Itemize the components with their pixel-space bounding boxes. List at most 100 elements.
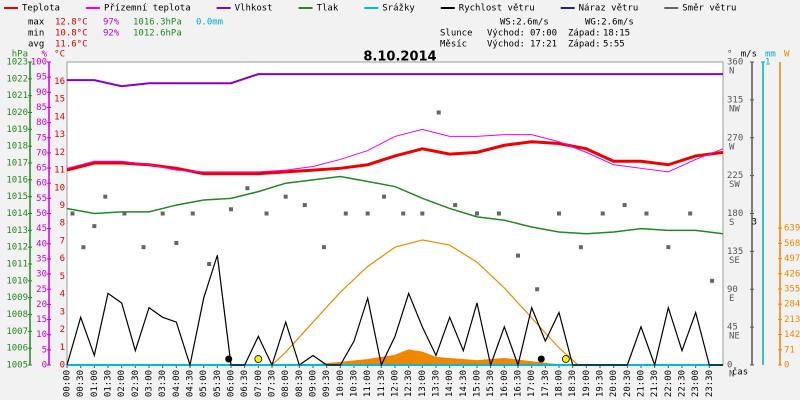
wind-direction-point <box>264 211 269 216</box>
y-tick-label: 135 <box>727 247 743 257</box>
wind-direction-point <box>644 211 649 216</box>
y-tick-label: 1016 <box>6 175 28 185</box>
legend-label: Srážky <box>382 4 415 14</box>
x-tick-label: 11:30 <box>377 370 387 397</box>
wind-direction-point <box>190 211 195 216</box>
y-tick-label: 12 <box>54 148 65 158</box>
x-tick-label: 05:30 <box>213 370 223 397</box>
wind-direction-point <box>382 194 387 199</box>
y-tick-label: 45 <box>727 323 738 333</box>
moon-marker <box>225 355 233 363</box>
wind-direction-point <box>229 207 233 212</box>
y-tick-label: 315 <box>727 95 743 105</box>
x-tick-label: 18:00 <box>555 370 565 397</box>
compass-label: NE <box>729 332 740 342</box>
stat-hum: 97% <box>103 18 120 28</box>
stat-label: max <box>28 18 45 28</box>
x-tick-label: 19:00 <box>582 370 592 397</box>
compass-label: SW <box>729 180 740 190</box>
x-tick-label: 20:30 <box>623 370 633 397</box>
x-tick-label: 11:00 <box>363 370 373 397</box>
x-tick-label: 10:00 <box>336 370 346 397</box>
x-tick-label: 09:00 <box>309 370 319 397</box>
wind-direction-point <box>207 262 212 266</box>
axis-title: W <box>784 50 790 60</box>
stat-temp: 10.8°C <box>55 29 88 39</box>
compass-label: N <box>729 67 734 77</box>
x-tick-label: 14:00 <box>445 370 455 397</box>
compass-label: W <box>729 142 735 152</box>
x-tick-label: 19:30 <box>596 370 606 397</box>
x-tick-label: 05:00 <box>199 370 209 397</box>
y-tick-label: 180 <box>727 209 743 219</box>
y-tick-label: 270 <box>727 133 743 143</box>
moon-set: 5:55 <box>603 40 625 50</box>
x-tick-label: 08:30 <box>295 370 305 397</box>
y-tick-label: 15 <box>36 315 47 325</box>
wind-direction-point <box>103 194 108 199</box>
stat-press: 1012.6hPa <box>133 29 182 39</box>
y-tick-label: 1014 <box>6 209 28 219</box>
x-tick-label: 07:00 <box>254 370 264 397</box>
y-tick-label: 80 <box>36 118 47 128</box>
series-line <box>66 175 724 235</box>
moon-rise-label: Východ: <box>487 40 525 50</box>
solar-area <box>312 349 560 366</box>
sun-marker <box>254 355 263 363</box>
wind-direction-point <box>160 211 165 216</box>
y-tick-label: 1013 <box>6 226 28 236</box>
series-line <box>66 255 723 368</box>
y-tick-label: 45 <box>36 224 47 234</box>
wind-direction-point <box>453 203 458 208</box>
compass-label: E <box>729 294 734 304</box>
x-tick-label: 22:00 <box>664 370 674 397</box>
y-tick-label: 1015 <box>6 192 28 202</box>
stat-temp: 12.8°C <box>55 18 88 28</box>
y-tick-label: 426 <box>784 269 800 279</box>
x-tick-label: 00:30 <box>76 370 86 397</box>
y-tick-label: 0 <box>42 361 47 371</box>
y-tick-label: 1007 <box>6 327 28 337</box>
y-tick-label: 100 <box>31 58 47 68</box>
y-tick-label: 30 <box>36 270 47 280</box>
compass-label: SE <box>729 256 740 266</box>
stat-hum: 92% <box>103 29 120 39</box>
y-tick-label: 20 <box>36 300 47 310</box>
x-tick-label: 22:30 <box>678 370 688 397</box>
x-tick-label: 10:30 <box>350 370 360 397</box>
x-tick-label: 13:00 <box>418 370 428 397</box>
axis-title: mm <box>765 50 776 60</box>
wind-direction-point <box>516 253 520 258</box>
y-tick-label: 50 <box>36 209 47 219</box>
wind-info: WS:2.6m/s <box>500 18 549 28</box>
y-tick-label: 10 <box>36 330 47 340</box>
wind-direction-point <box>343 211 348 216</box>
axis-title: m/s <box>741 50 757 60</box>
y-tick-label: 55 <box>36 194 47 204</box>
y-tick-label: 8 <box>60 219 65 229</box>
x-tick-label: 14:30 <box>459 370 469 397</box>
wind-direction-point <box>401 211 406 216</box>
sun-label: Slunce <box>440 29 473 39</box>
wind-direction-point <box>141 245 146 250</box>
wind-direction-point <box>283 194 288 199</box>
moon-label: Měsíc <box>440 40 467 50</box>
legend-label: Náraz větru <box>579 4 639 14</box>
y-tick-label: 65 <box>36 164 47 174</box>
y-tick-label: 7 <box>60 236 65 246</box>
wind-direction-point <box>557 211 561 216</box>
sun-set: 18:15 <box>603 29 630 39</box>
compass-label: NW <box>729 104 740 114</box>
axis-title: % <box>42 50 48 60</box>
y-tick-label: 2 <box>60 325 65 335</box>
x-tick-label: 01:00 <box>90 370 100 397</box>
y-tick-label: 5 <box>60 272 65 282</box>
y-tick-label: 3 <box>752 217 757 227</box>
y-tick-label: 0 <box>784 361 789 371</box>
sun-set-label: Západ: <box>568 29 601 39</box>
solar-curve <box>271 239 579 366</box>
wind-direction-point <box>321 245 326 250</box>
y-tick-label: 16 <box>54 77 65 87</box>
axis-title: °C <box>54 50 65 60</box>
y-tick-label: 4 <box>60 290 65 300</box>
